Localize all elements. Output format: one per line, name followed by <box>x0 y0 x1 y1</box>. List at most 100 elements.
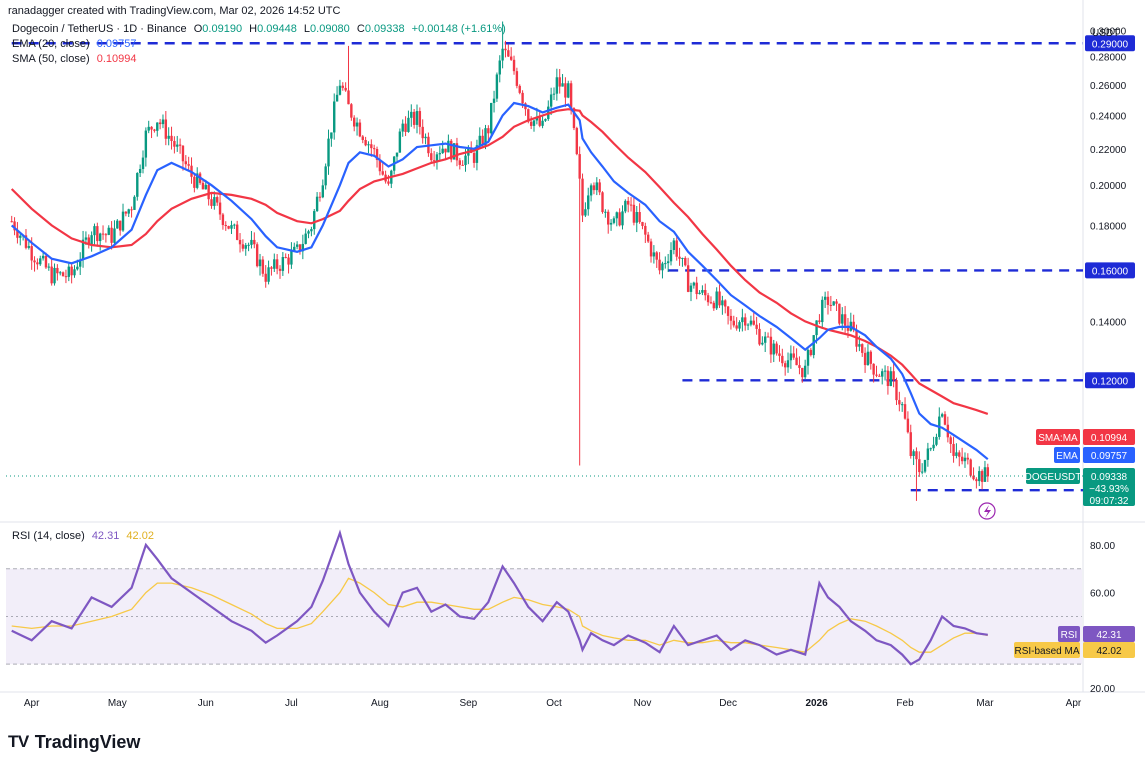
candle-body <box>621 211 624 226</box>
candle-body <box>815 320 818 336</box>
candle-body <box>421 126 424 139</box>
candle-body <box>287 257 290 265</box>
candle-body <box>889 371 892 387</box>
candle-body <box>176 144 179 147</box>
candle-body <box>872 363 875 375</box>
candle-body <box>803 365 807 378</box>
candle-body <box>841 314 844 324</box>
candle-body <box>273 259 276 269</box>
badge-name-box <box>1054 447 1080 463</box>
candle-body <box>10 221 13 223</box>
candle-body <box>644 225 647 235</box>
time-tick-label: May <box>108 698 127 709</box>
candle-body <box>601 192 604 213</box>
candle-body <box>244 245 247 249</box>
badge-value-box <box>1083 626 1135 642</box>
candle-body <box>458 160 462 165</box>
candle-body <box>495 74 499 99</box>
candle-body <box>818 320 821 323</box>
candle-body <box>975 479 978 482</box>
candle-body <box>843 314 847 326</box>
candle-body <box>230 225 233 229</box>
candle-body <box>452 143 456 160</box>
candle-body <box>367 144 370 146</box>
price-tick-label: 0.14000 <box>1090 317 1127 328</box>
candle-body <box>375 148 379 161</box>
candle-body <box>138 169 142 174</box>
candle-body <box>164 119 168 139</box>
candle-body <box>686 265 690 292</box>
candle-body <box>666 261 670 264</box>
candle-body <box>47 266 51 268</box>
candle-body <box>310 229 313 232</box>
candle-body <box>293 246 296 251</box>
candle-body <box>30 246 33 261</box>
candle-body <box>741 317 744 323</box>
candle-body <box>33 260 36 263</box>
time-tick-label: Feb <box>896 698 914 709</box>
rsi-tick-label: 80.00 <box>1090 541 1115 552</box>
candle-body <box>624 200 627 212</box>
ema-legend[interactable]: EMA (20, close) 0.09757 <box>12 37 140 51</box>
candle-body <box>290 250 293 265</box>
candle-body <box>786 360 790 368</box>
candle-body <box>418 111 422 127</box>
candle-body <box>424 136 427 139</box>
candle-body <box>295 244 299 247</box>
symbol-legend[interactable]: Dogecoin / TetherUS · 1D · Binance O0.09… <box>12 22 510 36</box>
candle-body <box>681 257 684 259</box>
ema-label: EMA (20, close) <box>12 38 90 50</box>
candle-body <box>638 212 641 223</box>
candle-body <box>612 218 616 223</box>
candle-body <box>575 128 579 155</box>
candle-body <box>178 144 182 146</box>
candle-body <box>415 111 419 125</box>
candle-body <box>235 224 239 240</box>
candle-body <box>701 289 704 293</box>
ohlc-low: 0.09080 <box>310 23 350 35</box>
candle-body <box>221 214 225 226</box>
rsi-label: RSI (14, close) <box>12 530 85 542</box>
candle-body <box>972 475 975 480</box>
candle-body <box>401 123 404 132</box>
badge-value-box <box>1083 429 1135 445</box>
candle-body <box>704 289 707 296</box>
indicator-lines <box>6 101 1083 666</box>
brand-name: TradingView <box>34 731 141 752</box>
rsi-value: 42.31 <box>91 530 120 542</box>
candle-body <box>792 353 795 358</box>
candle-body <box>56 267 59 274</box>
rsi-tick-label: 20.00 <box>1090 684 1115 695</box>
symbol-title: Dogecoin / TetherUS · 1D · Binance <box>12 23 187 35</box>
candle-body <box>789 353 793 361</box>
candle-body <box>16 230 19 238</box>
candle-body <box>635 212 638 223</box>
candle-body <box>598 182 601 193</box>
candle-body <box>250 239 253 245</box>
candle-body <box>90 235 93 246</box>
candle-body <box>110 227 113 243</box>
time-tick-label: Mar <box>976 698 994 709</box>
candle-body <box>224 225 227 227</box>
rsi-legend[interactable]: RSI (14, close) 42.31 42.02 <box>12 529 158 543</box>
sma-legend[interactable]: SMA (50, close) 0.10994 <box>12 52 140 66</box>
candle-body <box>53 267 56 284</box>
candle-body <box>589 185 593 196</box>
tradingview-brand[interactable]: TV TradingView <box>8 731 140 753</box>
candle-body <box>832 301 835 306</box>
candle-body <box>118 220 122 231</box>
candle-body <box>489 102 493 134</box>
candle-body <box>746 324 750 326</box>
candle-body <box>27 246 31 248</box>
candle-body <box>124 211 128 214</box>
candle-body <box>13 221 16 231</box>
ohlc-close: 0.09338 <box>364 23 405 35</box>
candle-body <box>324 166 327 186</box>
candle-body <box>364 139 367 146</box>
candle-body <box>358 122 362 137</box>
sma-50-line <box>10 108 989 415</box>
candle-body <box>113 228 116 243</box>
candle-body <box>861 344 864 353</box>
candle-body <box>504 48 507 51</box>
